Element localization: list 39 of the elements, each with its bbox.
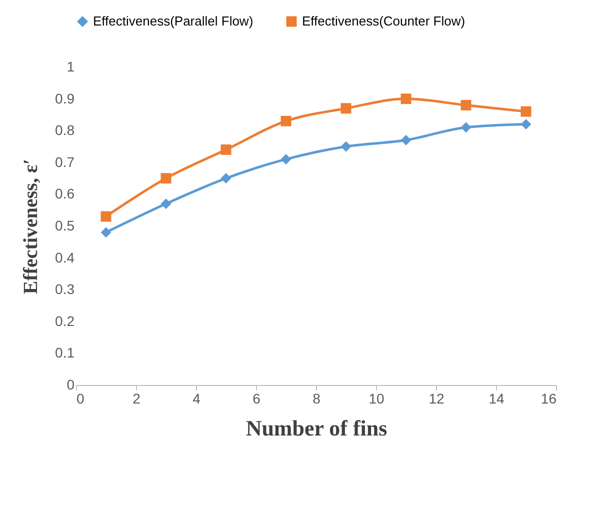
x-tick-label: 8	[312, 390, 321, 406]
x-tick-label: 12	[428, 390, 444, 406]
point	[280, 154, 292, 164]
x-tick-label: 10	[368, 390, 384, 406]
point	[220, 144, 232, 155]
point	[520, 118, 532, 130]
y-tick-label: 0.7	[55, 154, 75, 170]
x-tick-label: 4	[192, 390, 201, 406]
y-tick-label: 0	[66, 376, 75, 392]
y-tick-label: 0.4	[55, 249, 75, 266]
point	[220, 173, 232, 184]
legend-label: Effectiveness(Counter Flow)	[302, 14, 466, 29]
point	[460, 122, 472, 133]
y-tick-label: 0.6	[55, 186, 75, 202]
point	[340, 141, 352, 152]
point	[400, 134, 412, 146]
point	[280, 116, 292, 126]
y-tick-label: 0.2	[55, 312, 75, 329]
legend-label: Effectiveness(Parallel Flow)	[93, 14, 254, 29]
point	[460, 100, 472, 110]
y-tick-label: 1	[66, 58, 75, 74]
x-tick-label: 16	[540, 390, 557, 406]
y-tick-label: 0.9	[55, 90, 75, 106]
point	[100, 227, 112, 238]
y-axis-title: Effectiveness, ε′	[20, 158, 42, 294]
point	[520, 106, 532, 117]
point	[160, 173, 172, 184]
y-tick-label: 0.8	[55, 122, 75, 138]
y-tick-label: 0.3	[55, 281, 75, 298]
x-tick-label: 6	[252, 390, 261, 406]
point	[400, 94, 412, 104]
point	[100, 211, 112, 222]
x-tick-label: 14	[488, 390, 504, 406]
x-axis-title: Number of fins	[246, 416, 388, 440]
x-tick-label: 2	[132, 390, 141, 406]
y-tick-label: 0.5	[55, 218, 75, 234]
point	[160, 198, 172, 209]
point	[340, 103, 352, 114]
y-tick-label: 0.1	[55, 344, 75, 361]
